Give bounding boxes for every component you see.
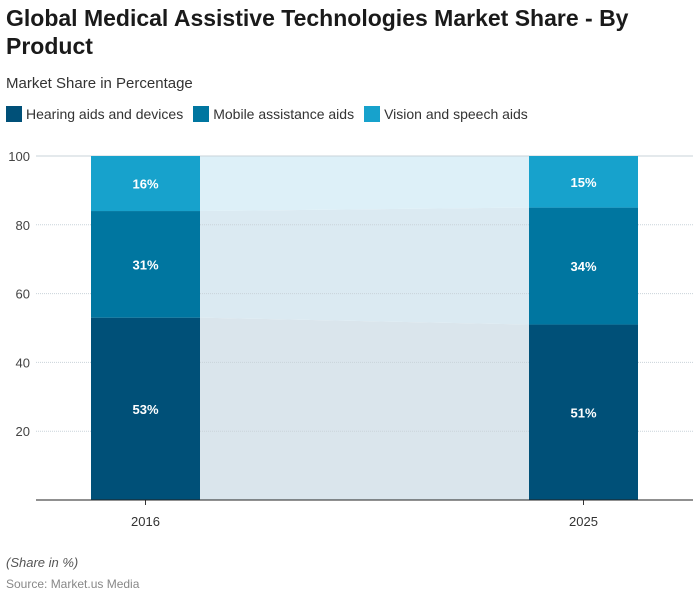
chart-subtitle: Market Share in Percentage <box>6 75 193 92</box>
y-tick-label: 80 <box>16 218 30 233</box>
data-label: 34% <box>570 259 596 274</box>
y-tick-label: 20 <box>16 424 30 439</box>
data-label: 31% <box>132 257 158 272</box>
y-tick-label: 60 <box>16 287 30 302</box>
legend-label: Mobile assistance aids <box>213 106 355 122</box>
x-tick-label: 2016 <box>131 514 160 529</box>
bar-segment <box>91 211 200 318</box>
bar-segment <box>529 324 638 500</box>
bar-segment <box>91 317 200 500</box>
legend-swatch <box>193 106 210 122</box>
legend-label: Vision and speech aids <box>384 106 528 122</box>
data-label: 15% <box>570 175 596 190</box>
y-tick-label: 100 <box>8 149 30 164</box>
data-label: 16% <box>132 177 158 192</box>
chart-note: (Share in %) <box>6 555 79 570</box>
bar-segment <box>529 156 638 208</box>
legend: Hearing aids and devices Mobile assistanc… <box>6 106 528 122</box>
legend-swatch <box>6 106 22 122</box>
connector-band <box>200 317 529 500</box>
y-tick-label: 40 <box>16 355 30 370</box>
bar-segment <box>529 207 638 325</box>
data-label: 51% <box>570 405 596 420</box>
x-tick-label: 2025 <box>569 514 598 529</box>
bar-segment <box>91 156 200 212</box>
legend-swatch <box>364 106 381 122</box>
legend-label: Hearing aids and devices <box>26 106 184 122</box>
connector-band <box>200 156 529 212</box>
legend-item: Mobile assistance aids <box>193 106 354 122</box>
legend-item: Hearing aids and devices <box>6 106 183 122</box>
source-text: Source: Market.us Media <box>6 577 140 591</box>
data-label: 53% <box>132 402 158 417</box>
connector-band <box>200 207 529 325</box>
legend-item: Vision and speech aids <box>364 106 528 122</box>
chart-title: Global Medical Assistive Technologies Ma… <box>6 5 629 59</box>
